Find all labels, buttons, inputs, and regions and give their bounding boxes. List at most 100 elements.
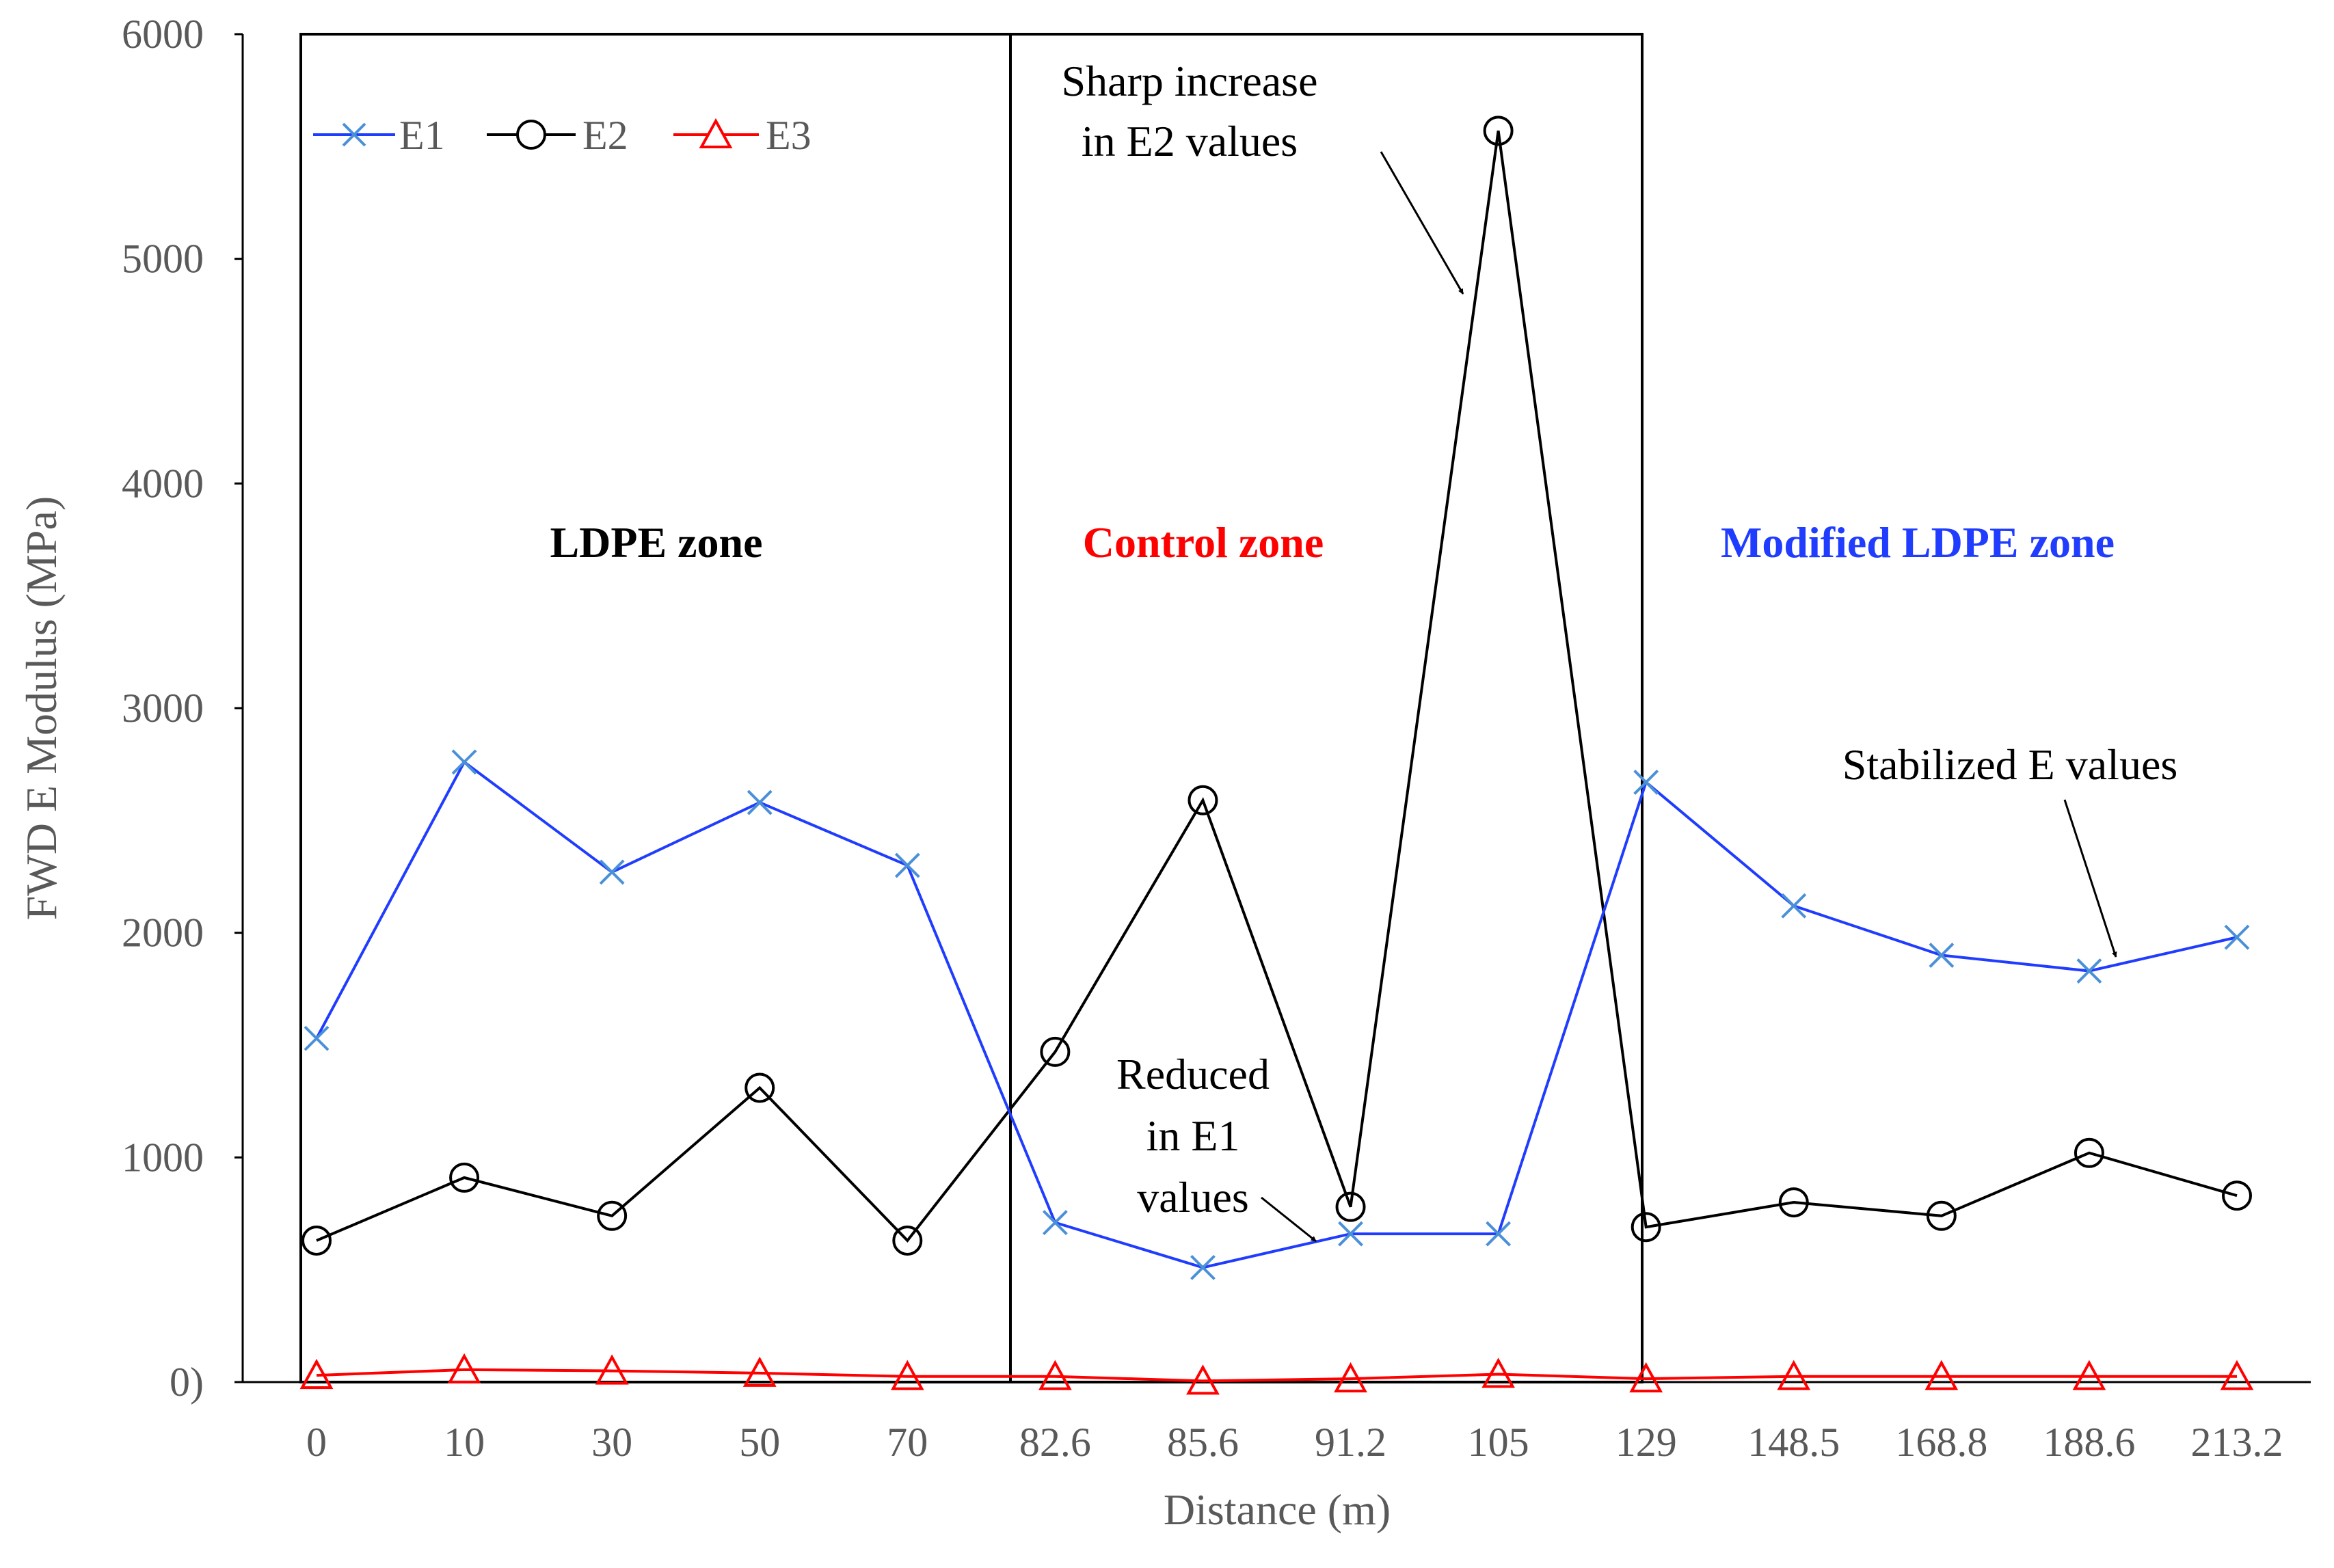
ldpe-zone-label: LDPE zone	[550, 518, 762, 567]
legend-item-e1: E1	[313, 113, 445, 158]
legend-e3-triangle-icon	[699, 118, 733, 148]
e1-point	[304, 1025, 330, 1051]
e2-point	[1188, 785, 1218, 815]
e2-point	[1040, 1036, 1071, 1067]
e2-point	[597, 1200, 628, 1231]
x-tick-label: 82.6	[1019, 1420, 1091, 1465]
legend-e3-label: E3	[766, 113, 811, 158]
e1-point	[2076, 958, 2102, 984]
legend-item-e2: E2	[487, 113, 628, 158]
e1-point	[1486, 1221, 1512, 1247]
legend: E1 E2 E3	[313, 113, 811, 158]
annotation-reduced-line2: in E1	[1146, 1111, 1240, 1160]
e2-point	[892, 1225, 923, 1256]
e2-point	[1778, 1187, 1809, 1218]
control-zone-box	[1009, 33, 1644, 1383]
y-tick-label: 3000	[122, 686, 204, 731]
series-e3-line	[316, 1368, 2237, 1383]
e3-point	[890, 1360, 924, 1390]
e3-point	[299, 1359, 334, 1390]
e2-point	[745, 1072, 775, 1103]
e3-point	[1334, 1362, 1367, 1393]
x-tick-label: 168.8	[1895, 1420, 1987, 1465]
e1-point	[894, 852, 920, 878]
x-tick-label: 30	[591, 1420, 632, 1465]
e1-point	[2224, 924, 2250, 950]
e3-point	[1038, 1360, 1072, 1390]
e2-point	[1483, 116, 1514, 146]
e1-point	[451, 749, 477, 775]
e1-point	[1633, 770, 1659, 795]
legend-e2-label: E2	[582, 113, 628, 158]
e3-point	[1481, 1357, 1516, 1388]
x-tick-label: 213.2	[2191, 1420, 2283, 1465]
y-axis-title: FWD E Modulus (MPa)	[17, 496, 66, 920]
legend-item-e3: E3	[673, 113, 811, 158]
annotation-sharp-increase-arrow	[1380, 151, 1464, 295]
e3-point	[447, 1353, 481, 1383]
e1-point	[599, 859, 625, 885]
e3-point	[2220, 1360, 2254, 1390]
e1-point	[1338, 1221, 1363, 1247]
x-tick-label: 0	[306, 1420, 327, 1465]
e3-point	[2072, 1360, 2106, 1390]
series-e3	[299, 1353, 2254, 1395]
zone-boxes	[299, 33, 1644, 1383]
series-e2-line	[316, 131, 2238, 1243]
annotation-sharp-increase-line1: Sharp increase	[1062, 57, 1318, 105]
legend-e2-circle-icon	[516, 120, 546, 150]
e1-point	[1042, 1210, 1068, 1236]
series-e1	[304, 749, 2250, 1280]
zone-labels: LDPE zone Control zone Modified LDPE zon…	[550, 518, 2115, 567]
x-tick-label: 105	[1468, 1420, 1529, 1465]
e1-point	[1929, 943, 1955, 968]
e3-point	[1186, 1364, 1220, 1395]
e2-point	[2074, 1137, 2104, 1168]
e3-point	[1629, 1362, 1663, 1393]
y-tick-label: 5000	[122, 236, 204, 282]
y-tick-label: 4000	[122, 461, 204, 506]
annotation-stabilized: Stabilized E values	[1842, 740, 2178, 789]
e1-point	[1781, 893, 1807, 919]
axes	[241, 34, 2311, 1383]
x-tick-label: 148.5	[1747, 1420, 1840, 1465]
x-tick-label: 188.6	[2043, 1420, 2135, 1465]
e3-point	[742, 1356, 777, 1387]
x-tick-label: 10	[444, 1420, 485, 1465]
legend-e1-x-icon	[342, 122, 366, 147]
ldpe-zone-box	[299, 33, 1012, 1383]
series-e1-line	[315, 759, 2238, 1269]
series-layer	[299, 116, 2254, 1395]
annotations: Sharp increase in E2 values Reduced in E…	[1062, 57, 2178, 1243]
x-tick-label: 70	[887, 1420, 928, 1465]
annotation-reduced-line1: Reduced	[1116, 1050, 1270, 1098]
e3-point	[1777, 1360, 1811, 1390]
e2-point	[449, 1162, 480, 1193]
modified-ldpe-zone-label: Modified LDPE zone	[1721, 518, 2115, 567]
y-tick-label: 0)	[170, 1360, 204, 1405]
y-tick-label: 6000	[122, 12, 204, 57]
e2-point	[1926, 1200, 1957, 1231]
annotation-reduced-arrow	[1261, 1196, 1317, 1243]
y-tick-label: 1000	[122, 1135, 204, 1180]
x-tick-label: 91.2	[1315, 1420, 1386, 1465]
legend-e1-label: E1	[399, 113, 445, 158]
annotation-stabilized-arrow	[2063, 799, 2117, 958]
x-ticks: 0 10 30 50 70 82.6 85.6 91.2 105 129 148.5 168.8 188…	[306, 1420, 2283, 1465]
annotation-sharp-increase-line2: in E2 values	[1082, 117, 1298, 165]
e2-point	[2222, 1180, 2252, 1211]
x-axis-title: Distance (m)	[1164, 1485, 1391, 1534]
e2-point	[1631, 1212, 1661, 1243]
e2-point	[1335, 1191, 1366, 1222]
y-ticks: 0) 1000 2000 3000 4000 5000 6000	[122, 12, 243, 1405]
x-tick-label: 85.6	[1167, 1420, 1239, 1465]
y-tick-label: 2000	[122, 910, 204, 956]
e1-point	[747, 789, 773, 815]
e3-point	[1924, 1360, 1959, 1390]
annotation-reduced-line3: values	[1137, 1173, 1249, 1221]
e3-point	[595, 1354, 629, 1385]
x-tick-label: 129	[1615, 1420, 1677, 1465]
series-e2	[301, 116, 2252, 1256]
e2-point	[301, 1225, 332, 1256]
